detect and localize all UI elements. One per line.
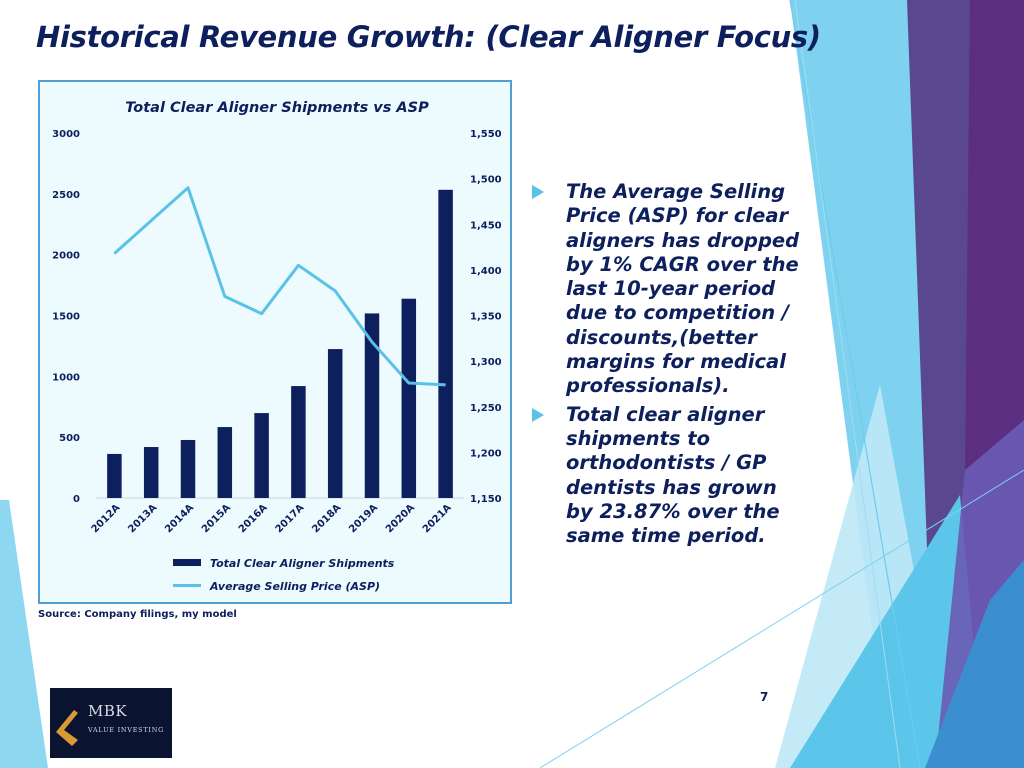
legend: Total Clear Aligner Shipments Average Se… xyxy=(173,557,395,593)
x-tick-label: 2020A xyxy=(384,502,417,535)
bullet-asp: The Average Selling Price (ASP) for clea… xyxy=(530,180,800,399)
left-axis-tick-label: 500 xyxy=(59,433,80,444)
legend-bar-swatch xyxy=(173,559,201,566)
bar-2017A xyxy=(291,386,306,498)
deco-thin-line-2 xyxy=(794,0,901,768)
x-tick-label: 2017A xyxy=(274,502,307,535)
bullet-list: The Average Selling Price (ASP) for clea… xyxy=(530,180,800,552)
page-number: 7 xyxy=(760,690,769,704)
right-axis: 1,150 1,200 1,250 1,300 1,350 1,400 1,450 1,500… xyxy=(470,129,502,505)
left-axis-tick-label: 1500 xyxy=(52,312,80,323)
left-axis-tick-label: 2000 xyxy=(52,251,80,262)
source-note: Source: Company filings, my model xyxy=(38,609,237,620)
x-tick-label: 2018A xyxy=(310,502,343,535)
x-tick-label: 2014A xyxy=(163,502,196,535)
bar-2021A xyxy=(438,189,453,498)
bullet-text: Total clear aligner shipments to orthodo… xyxy=(566,402,780,548)
left-axis-tick-label: 1000 xyxy=(52,372,80,383)
bar-2014A xyxy=(180,439,196,498)
right-axis-tick-label: 1,400 xyxy=(470,266,502,277)
right-axis-tick-label: 1,550 xyxy=(470,129,502,140)
logo-tagline: VALUE INVESTING xyxy=(88,726,165,734)
combo-chart: Total Clear Aligner Shipments vs ASP 0 50… xyxy=(52,100,502,593)
deco-blue-bottom xyxy=(925,560,1024,768)
x-tick-label: 2015A xyxy=(200,502,233,535)
right-axis-tick-label: 1,350 xyxy=(470,312,502,323)
right-axis-tick-label: 1,250 xyxy=(470,403,502,414)
asp-line-series xyxy=(113,186,446,387)
bar-2015A xyxy=(217,427,233,498)
bar-2013A xyxy=(143,447,159,498)
deco-left-shard xyxy=(0,500,48,768)
right-axis-tick-label: 1,150 xyxy=(470,494,502,505)
bullet-text: The Average Selling Price (ASP) for clea… xyxy=(566,180,800,398)
bar-2012A xyxy=(107,453,122,498)
x-tick-label: 2019A xyxy=(347,502,380,535)
right-axis-tick-label: 1,200 xyxy=(470,448,502,459)
legend-line-swatch xyxy=(173,584,201,587)
bar-2018A xyxy=(327,349,343,498)
bar-2016A xyxy=(254,413,269,498)
deco-mid-blue xyxy=(790,495,985,768)
right-axis-tick-label: 1,300 xyxy=(470,357,502,368)
bar-2019A xyxy=(364,313,380,498)
bar-series xyxy=(107,189,453,498)
x-axis-labels: 2012A 2013A 2014A 2015A 2016A 2017A 2018A 2019A… xyxy=(90,502,454,535)
triangle-bullet-icon xyxy=(532,185,544,199)
deco-thin-line-3 xyxy=(539,469,1024,768)
right-axis-tick-label: 1,450 xyxy=(470,220,502,231)
left-axis-tick-label: 0 xyxy=(73,494,80,505)
chart-panel: Total Clear Aligner Shipments vs ASP 0 50… xyxy=(38,80,512,604)
logo-name: MBK xyxy=(88,702,128,720)
deco-thin-line-1 xyxy=(789,0,921,768)
left-axis: 0 500 1000 1500 2000 2500 3000 xyxy=(52,129,80,505)
bar-2020A xyxy=(401,298,417,498)
logo-chevron-icon xyxy=(56,710,78,746)
chart-title: Total Clear Aligner Shipments vs ASP xyxy=(125,100,429,116)
legend-bar-label: Total Clear Aligner Shipments xyxy=(210,557,395,570)
company-logo: MBK VALUE INVESTING xyxy=(50,688,172,758)
slide-title: Historical Revenue Growth: (Clear Aligne… xyxy=(36,20,821,54)
left-axis-tick-label: 2500 xyxy=(52,190,80,201)
legend-line-label: Average Selling Price (ASP) xyxy=(209,580,380,593)
x-tick-label: 2012A xyxy=(90,502,123,535)
right-axis-tick-label: 1,500 xyxy=(470,175,502,186)
x-tick-label: 2016A xyxy=(237,502,270,535)
left-axis-tick-label: 3000 xyxy=(52,129,80,140)
x-tick-label: 2021A xyxy=(421,502,454,535)
triangle-bullet-icon xyxy=(532,407,544,422)
x-tick-label: 2013A xyxy=(126,502,159,535)
bullet-shipments: Total clear aligner shipments to orthodo… xyxy=(530,403,800,549)
